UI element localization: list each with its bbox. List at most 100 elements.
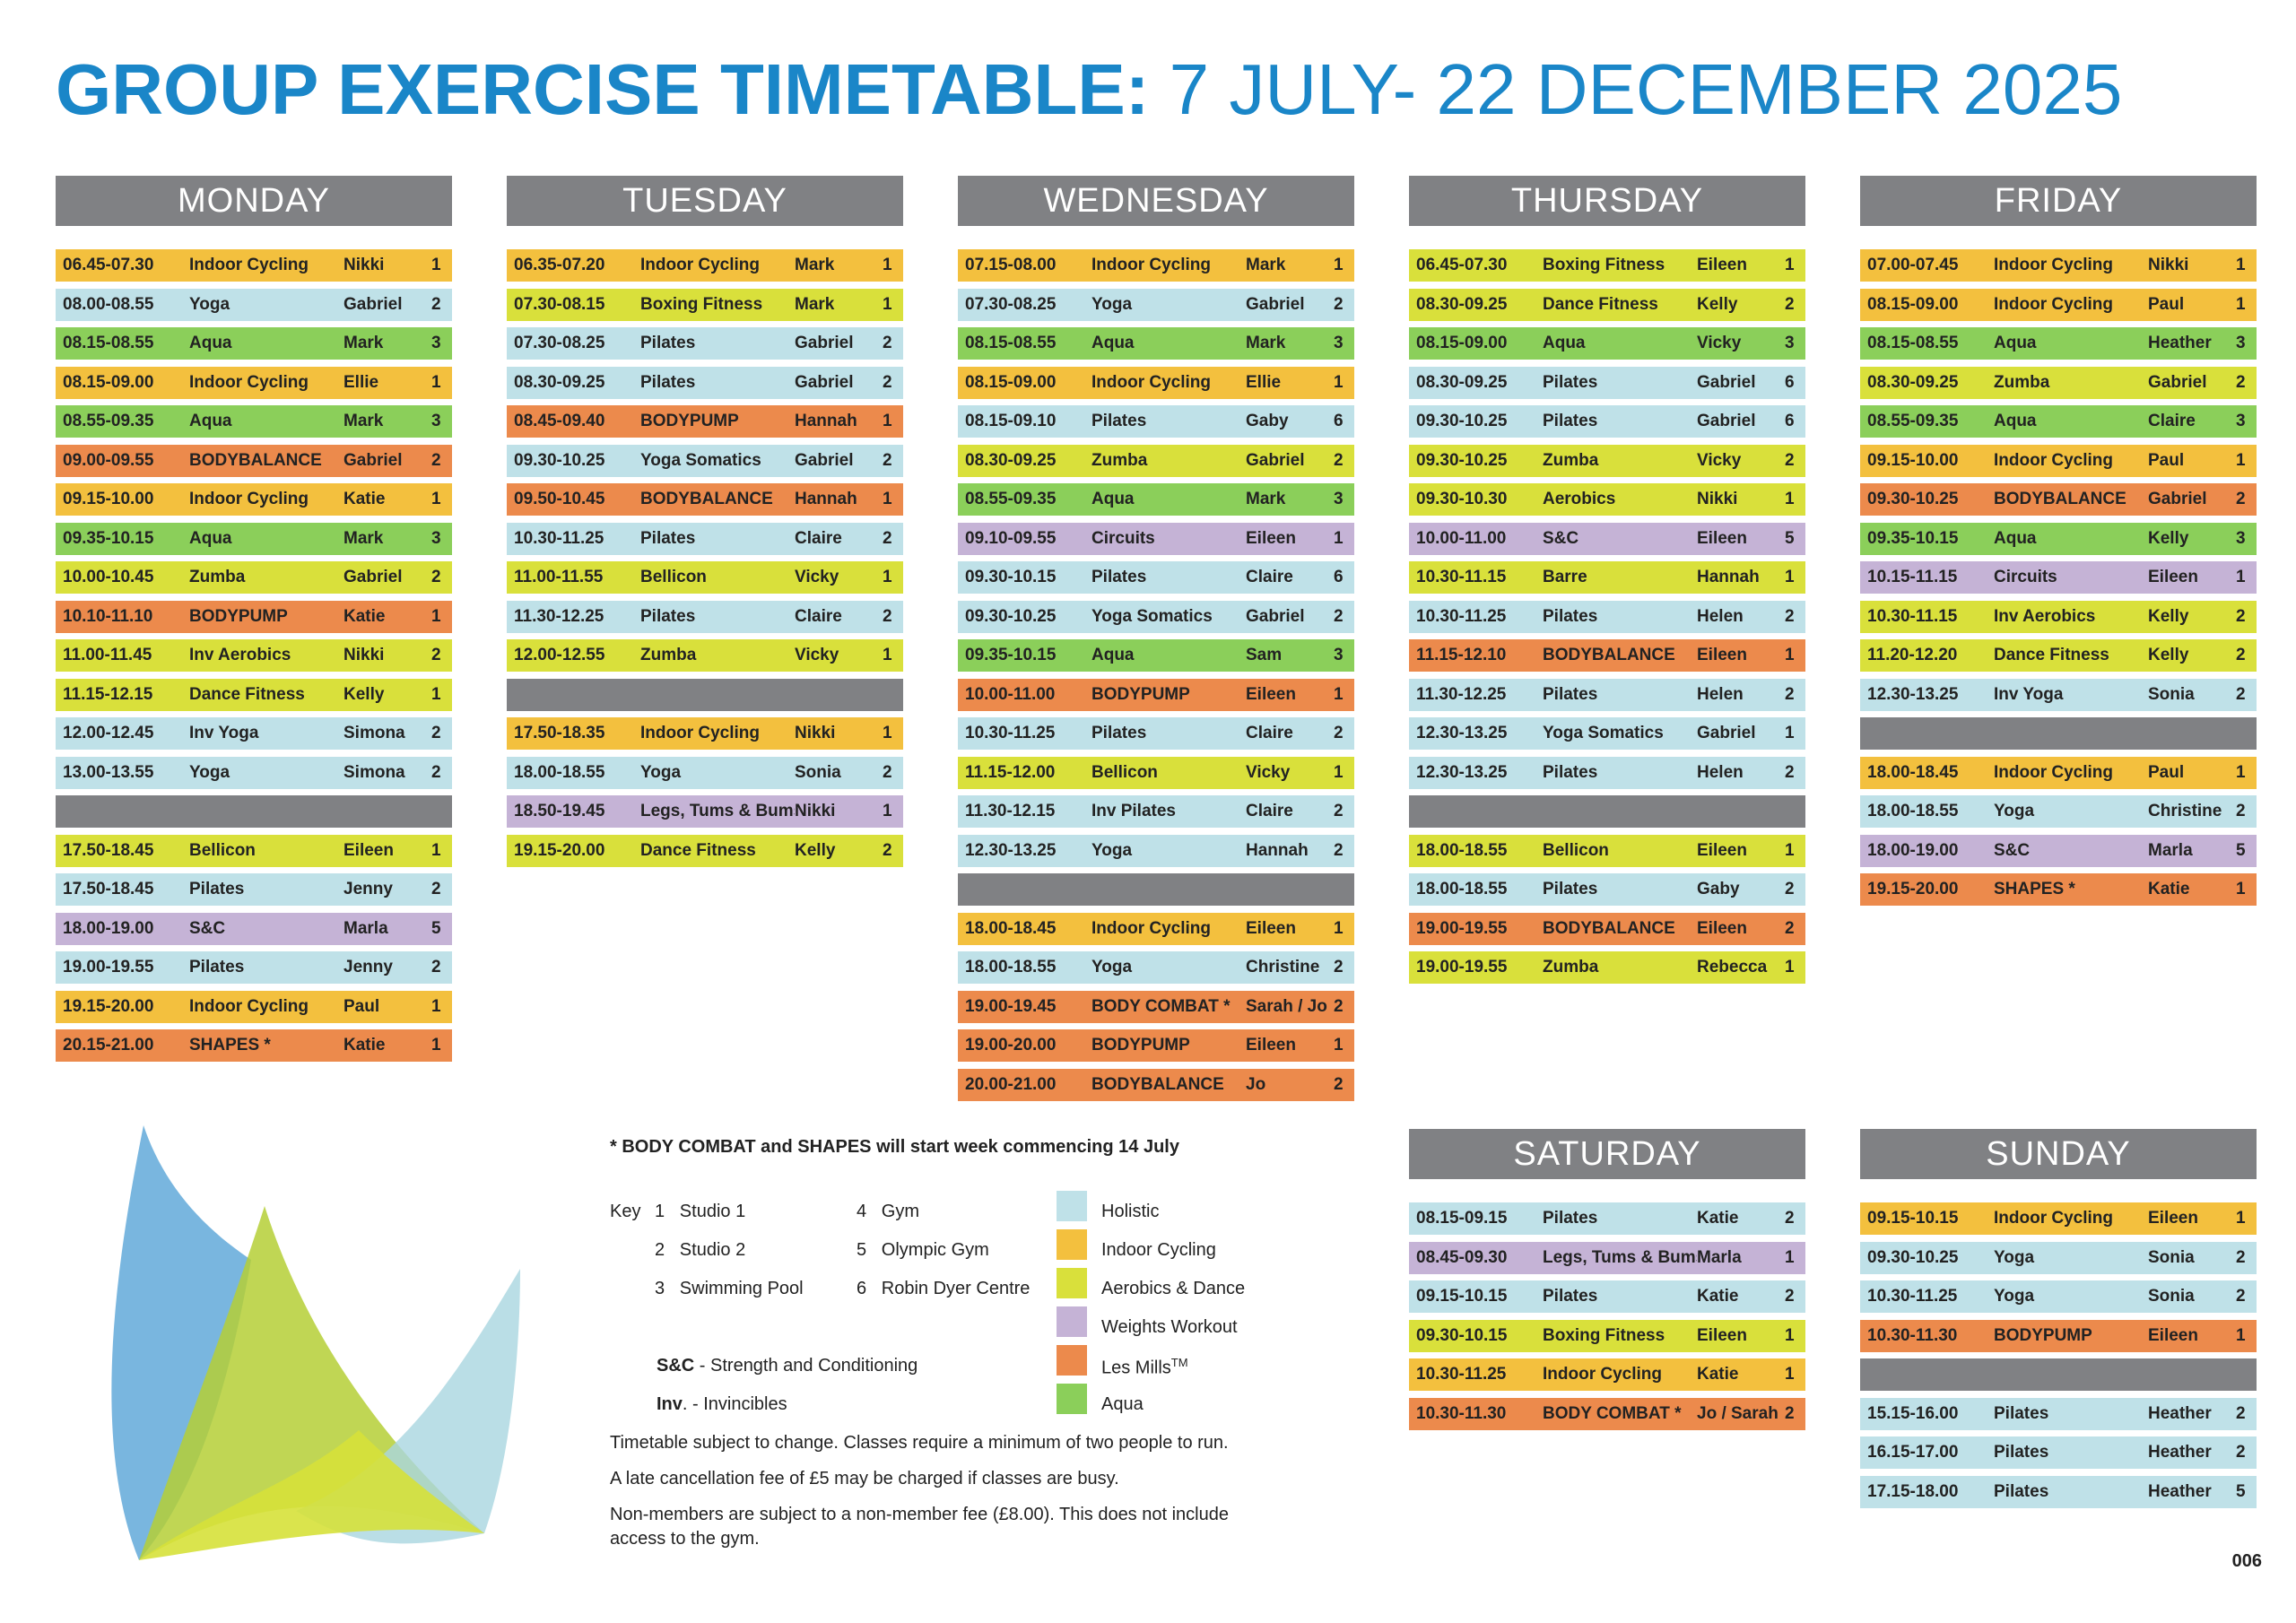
legend-swatch (1057, 1268, 1087, 1298)
class-name: Zumba (1091, 450, 1148, 470)
class-row: 08.30-09.25 Zumba Gabriel 2 (1860, 366, 2257, 399)
class-row: 19.15-20.00 Indoor Cycling Paul 1 (56, 990, 452, 1023)
studio-number: 2 (1785, 684, 1795, 704)
class-time: 17.50-18.45 (63, 840, 154, 860)
class-time: 12.30-13.25 (1867, 684, 1959, 704)
class-time: 18.00-18.45 (1867, 762, 1959, 782)
class-row: 08.45-09.40 BODYPUMP Hannah 1 (507, 405, 903, 438)
session-break (1409, 795, 1805, 828)
class-name: Pilates (1543, 762, 1598, 782)
class-time: 09.15-10.15 (1867, 1209, 1959, 1228)
instructor-name: Vicky (1697, 450, 1742, 470)
class-time: 08.15-08.55 (1867, 334, 1959, 352)
class-time: 10.30-11.30 (1867, 1325, 1958, 1345)
studio-number: 1 (431, 996, 441, 1016)
class-time: 19.15-20.00 (63, 996, 154, 1016)
class-time: 11.30-12.15 (965, 802, 1056, 820)
class-name: Bellicon (640, 568, 707, 586)
class-name: BODYPUMP (189, 606, 288, 626)
class-time: 11.30-12.25 (1416, 684, 1507, 704)
class-time: 19.00-19.55 (1416, 958, 1508, 976)
class-name: Pilates (1091, 412, 1147, 430)
class-row: 19.00-19.55 BODYBALANCE Eileen 2 (1409, 912, 1805, 945)
class-time: 18.00-18.55 (1416, 840, 1508, 860)
studio-number: 3 (431, 412, 441, 430)
studio-number: 2 (2236, 372, 2246, 392)
session-break (507, 678, 903, 711)
class-time: 07.30-08.25 (514, 334, 605, 352)
studio-number: 2 (2236, 606, 2246, 626)
class-row: 11.15-12.00 Bellicon Vicky 1 (958, 756, 1354, 789)
wednesday-column: WEDNESDAY 07.15-08.00 Indoor Cycling Mark 1 0… (958, 176, 1354, 1107)
studio-number: 2 (1785, 1403, 1795, 1423)
instructor-name: Eileen (2148, 1325, 2198, 1345)
class-time: 12.00-12.55 (514, 646, 605, 664)
studio-number: 1 (1334, 918, 1344, 938)
class-name: Aqua (189, 528, 232, 548)
class-time: 08.00-08.55 (63, 294, 154, 314)
class-row: 10.30-11.30 BODY COMBAT * Jo / Sarah 2 (1409, 1397, 1805, 1430)
note-non-members-2: access to the gym. (610, 1529, 760, 1549)
class-time: 10.15-11.15 (1867, 568, 1958, 586)
studio-number: 1 (2236, 1325, 2246, 1345)
instructor-name: Marla (344, 918, 388, 938)
class-name: Circuits (1994, 568, 2057, 586)
class-time: 08.55-09.35 (63, 412, 154, 430)
class-row: 09.30-10.25 Yoga Somatics Gabriel 2 (507, 444, 903, 477)
wednesday-header: WEDNESDAY (958, 176, 1354, 226)
class-name: Yoga Somatics (640, 450, 761, 470)
class-row: 09.35-10.15 Aqua Kelly 3 (1860, 522, 2257, 555)
studio-number: 2 (1785, 294, 1795, 314)
studio-number: 6 (1334, 412, 1344, 430)
studio-number: 1 (883, 412, 892, 430)
instructor-name: Nikki (1697, 490, 1738, 508)
instructor-name: Kelly (1697, 294, 1738, 314)
studio-number: 1 (1334, 528, 1344, 548)
class-name: Indoor Cycling (189, 372, 309, 392)
instructor-name: Eileen (1697, 528, 1747, 548)
class-row: 09.30-10.25 Pilates Gabriel 6 (1409, 405, 1805, 438)
studio-number: 2 (883, 372, 892, 392)
studio-number: 1 (1785, 646, 1795, 664)
class-name: SHAPES * (189, 1036, 271, 1055)
class-time: 18.00-18.55 (965, 958, 1057, 976)
studio-number: 2 (431, 450, 441, 470)
class-row: 19.00-19.55 Pilates Jenny 2 (56, 951, 452, 984)
class-name: Zumba (1543, 450, 1599, 470)
class-row: 08.15-09.00 Indoor Cycling Ellie 1 (56, 366, 452, 399)
class-name: Bellicon (189, 840, 256, 860)
class-name: BODY COMBAT * (1091, 996, 1231, 1016)
instructor-name: Claire (2148, 412, 2196, 430)
class-name: Yoga Somatics (1091, 606, 1213, 626)
class-name: Yoga (189, 762, 230, 782)
class-name: Zumba (640, 646, 697, 664)
class-time: 06.45-07.30 (63, 256, 154, 274)
class-time: 19.00-19.55 (1416, 918, 1508, 938)
class-name: Aqua (1091, 490, 1135, 508)
class-row: 17.50-18.35 Indoor Cycling Nikki 1 (507, 717, 903, 750)
class-row: 08.15-08.55 Aqua Mark 3 (56, 327, 452, 360)
instructor-name: Heather (2148, 1481, 2212, 1501)
studio-number: 1 (883, 802, 892, 820)
class-name: Yoga (1994, 1287, 2035, 1306)
studio-number: 3 (2236, 334, 2246, 352)
class-name: BODYBALANCE (1543, 646, 1675, 664)
studio-number: 2 (431, 724, 441, 742)
studio-number: 2 (1334, 606, 1344, 626)
studio-number: 1 (431, 684, 441, 704)
note-non-members: Non-members are subject to a non-member … (610, 1505, 1229, 1524)
studio-number: 1 (2236, 568, 2246, 586)
legend-label: Weights Workout (1101, 1317, 1238, 1337)
class-row: 12.30-13.25 Yoga Hannah 2 (958, 834, 1354, 867)
studio-number: 1 (431, 1036, 441, 1055)
instructor-name: Christine (1246, 958, 1320, 976)
class-name: Pilates (1091, 568, 1147, 586)
studio-number: 1 (1785, 840, 1795, 860)
class-name: Pilates (1543, 372, 1598, 392)
class-time: 08.15-09.00 (1416, 334, 1508, 352)
studio-number: 2 (1334, 802, 1344, 820)
studio-number: 5 (2236, 1481, 2246, 1501)
instructor-name: Eileen (1697, 256, 1747, 274)
class-time: 19.00-20.00 (965, 1036, 1057, 1055)
class-time: 12.30-13.25 (1416, 724, 1508, 742)
